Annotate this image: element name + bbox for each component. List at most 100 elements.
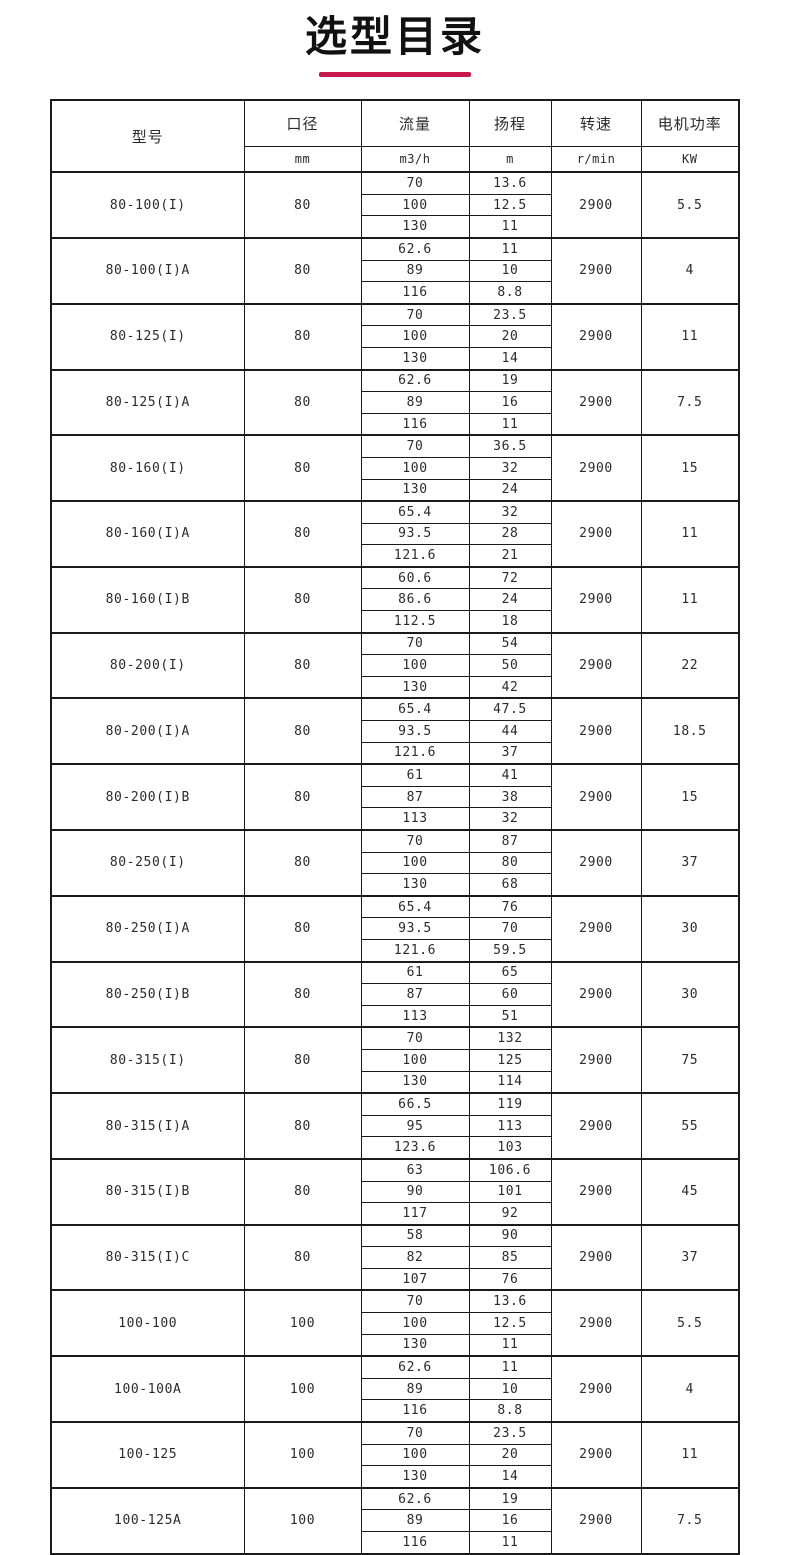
cell-model: 80-125(I)A (50, 368, 245, 436)
col-header-power: 电机功率 (640, 99, 740, 148)
table-row: 121.6 59.5 (51, 938, 739, 963)
cell-flow: 65.4 (360, 894, 470, 919)
cell-head: 14 (468, 346, 552, 371)
cell-bore: 80 (243, 1092, 362, 1160)
cell-flow: 65.4 (360, 697, 470, 722)
cell-speed: 2900 (550, 829, 642, 897)
col-unit-flow: m3/h (360, 146, 470, 174)
cell-speed: 2900 (550, 894, 642, 963)
cell-flow: 90 (360, 1180, 470, 1204)
cell-head: 114 (468, 1070, 552, 1094)
cell-head: 54 (468, 631, 552, 656)
cell-power: 11 (640, 1421, 740, 1489)
table-row: 80-250(I)B 80 61 65 2900 30 (50, 960, 740, 1028)
cell-power: 22 (640, 631, 740, 699)
cell-head: 8.8 (468, 281, 552, 305)
cell-power: 30 (640, 894, 740, 963)
cell-head: 23.5 (468, 1421, 552, 1445)
cell-bore: 80 (243, 500, 362, 568)
cell-bore: 80 (243, 1157, 362, 1226)
cell-model: 80-200(I)A (50, 697, 245, 765)
cell-power: 7.5 (640, 368, 740, 436)
cell-flow: 116 (360, 412, 470, 436)
cell-head: 16 (468, 391, 552, 414)
cell-flow: 89 (360, 1377, 470, 1401)
table-row: 80-160(I)A 80 65.4 32 2900 11 (50, 500, 740, 568)
cell-head: 24 (468, 478, 552, 502)
table-body: 80-100(I) 80 70 13.6 2900 5.5 100 12.5 130 11 80-1… (50, 171, 740, 1555)
col-header-model: 型号 (50, 99, 245, 173)
cell-head: 125 (468, 1048, 552, 1072)
cell-flow: 100 (360, 325, 470, 348)
cell-head: 72 (468, 565, 552, 590)
cell-model: 80-250(I) (50, 829, 245, 897)
table-row: 80-315(I)B 80 63 106.6 2900 45 (50, 1157, 740, 1226)
cell-flow: 112.5 (360, 610, 470, 634)
col-unit-bore: mm (243, 146, 362, 174)
cell-speed: 2900 (550, 1026, 642, 1094)
cell-head: 11 (468, 1333, 552, 1357)
cell-flow: 70 (360, 171, 470, 195)
table-row: 93.5 44 (51, 720, 739, 743)
table-row: 121.6 21 (51, 544, 739, 568)
cell-speed: 2900 (550, 1289, 642, 1357)
table-row: 80-200(I) 80 70 54 2900 22 (50, 631, 740, 699)
table-row: 100 20 (51, 1443, 739, 1467)
cell-head: 65 (468, 960, 552, 985)
cell-head: 37 (468, 741, 552, 765)
cell-model: 80-200(I) (50, 631, 245, 699)
cell-flow: 70 (360, 1421, 470, 1445)
cell-bore: 80 (243, 171, 362, 239)
col-unit-head: m (468, 146, 552, 174)
table-row: 100 20 (51, 325, 739, 348)
cell-head: 12.5 (468, 1312, 552, 1335)
cell-bore: 80 (243, 829, 362, 897)
table-header-row-main: 型号 口径 流量 扬程 转速 电机功率 (50, 99, 740, 173)
cell-flow: 107 (360, 1267, 470, 1291)
cell-bore: 80 (243, 631, 362, 699)
col-unit-power: KW (640, 146, 740, 174)
cell-flow: 100 (360, 1048, 470, 1072)
cell-flow: 70 (360, 1026, 470, 1050)
cell-flow: 130 (360, 1070, 470, 1094)
table-row: 113 51 (51, 1004, 739, 1028)
cell-head: 28 (468, 522, 552, 546)
cell-power: 30 (640, 960, 740, 1028)
cell-power: 5.5 (640, 171, 740, 239)
cell-head: 18 (468, 610, 552, 634)
cell-flow: 70 (360, 828, 470, 853)
cell-speed: 2900 (550, 631, 642, 699)
table-row: 80-315(I)C 80 58 90 2900 37 (50, 1223, 740, 1291)
cell-head: 103 (468, 1136, 552, 1160)
cell-flow: 130 (360, 873, 470, 897)
cell-flow: 58 (360, 1223, 470, 1248)
cell-head: 11 (468, 1530, 552, 1555)
cell-head: 70 (468, 917, 552, 940)
cell-speed: 2900 (550, 1421, 642, 1489)
cell-flow: 87 (360, 785, 470, 809)
cell-head: 113 (468, 1114, 552, 1138)
table-row: 100-125 100 70 23.5 2900 11 (50, 1421, 740, 1489)
cell-power: 37 (640, 829, 740, 897)
cell-head: 13.6 (468, 1289, 552, 1314)
cell-head: 90 (468, 1223, 552, 1248)
cell-speed: 2900 (550, 171, 642, 239)
cell-head: 19 (468, 368, 552, 393)
cell-flow: 93.5 (360, 720, 470, 743)
table-row: 113 32 (51, 807, 739, 831)
cell-head: 32 (468, 807, 552, 831)
cell-power: 15 (640, 434, 740, 502)
table-row: 80-315(I) 80 70 132 2900 75 (50, 1026, 740, 1094)
table-row: 80-125(I) 80 70 23.5 2900 11 (50, 302, 740, 371)
col-unit-speed: r/min (550, 146, 642, 174)
table-row: 80-100(I) 80 70 13.6 2900 5.5 (50, 171, 740, 239)
cell-flow: 65.4 (360, 500, 470, 524)
cell-bore: 80 (243, 697, 362, 765)
cell-model: 80-125(I) (50, 302, 245, 371)
cell-head: 20 (468, 1443, 552, 1467)
cell-head: 36.5 (468, 434, 552, 458)
cell-head: 11 (468, 215, 552, 239)
cell-head: 101 (468, 1180, 552, 1204)
cell-model: 80-315(I)B (50, 1157, 245, 1226)
cell-power: 4 (640, 236, 740, 305)
